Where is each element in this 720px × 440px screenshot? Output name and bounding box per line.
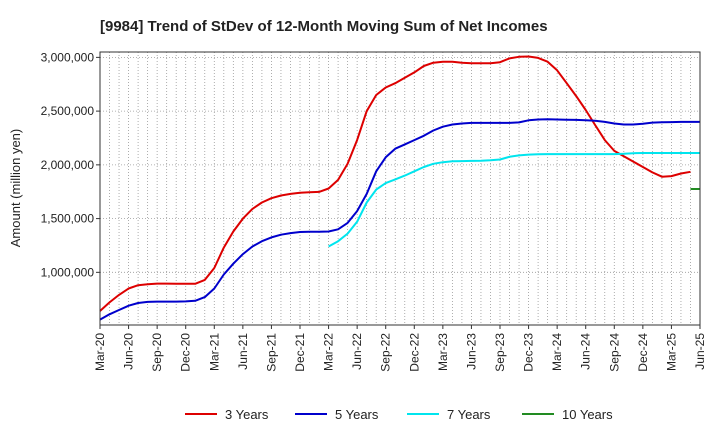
x-tick-label: Mar-20 — [93, 333, 107, 371]
x-tick-label: Mar-22 — [322, 333, 336, 371]
x-tick-label: Sep-24 — [607, 333, 621, 372]
y-tick-label: 2,500,000 — [41, 104, 95, 118]
series-line-7-years — [328, 152, 700, 248]
series-layer — [99, 55, 700, 321]
chart-title: [9984] Trend of StDev of 12-Month Moving… — [100, 18, 548, 35]
x-tick-label: Jun-23 — [464, 333, 478, 370]
y-axis: 1,000,000 1,500,000 2,000,000 2,500,000 3,00… — [41, 50, 100, 279]
x-tick-label: Dec-24 — [636, 333, 650, 372]
x-tick-label: Jun-22 — [350, 333, 364, 370]
x-tick-label: Jun-25 — [693, 333, 707, 370]
grid — [99, 52, 701, 325]
legend-label-3-years: 3 Years — [225, 407, 269, 422]
x-tick-label: Mar-24 — [550, 333, 564, 371]
y-tick-label: 1,000,000 — [41, 265, 95, 279]
x-axis: Mar-20 Jun-20 Sep-20 Dec-20 Mar-21 Jun-21 Sep-… — [93, 325, 707, 372]
x-tick-label: Dec-20 — [179, 333, 193, 372]
plot-frame — [99, 51, 701, 326]
y-axis-label: Amount (million yen) — [8, 129, 23, 248]
x-tick-label: Sep-20 — [150, 333, 164, 372]
x-tick-label: Sep-22 — [379, 333, 393, 372]
x-tick-label: Jun-21 — [236, 333, 250, 370]
y-tick-label: 2,000,000 — [41, 158, 95, 172]
legend: 3 Years 5 Years 7 Years 10 Years — [185, 407, 613, 422]
x-tick-label: Mar-23 — [436, 333, 450, 371]
legend-label-7-years: 7 Years — [447, 407, 491, 422]
legend-label-5-years: 5 Years — [335, 407, 379, 422]
x-tick-label: Dec-21 — [293, 333, 307, 372]
x-tick-label: Mar-25 — [664, 333, 678, 371]
y-tick-label: 1,500,000 — [41, 212, 95, 226]
legend-label-10-years: 10 Years — [562, 407, 613, 422]
x-tick-label: Dec-23 — [522, 333, 536, 372]
x-tick-label: Dec-22 — [407, 333, 421, 372]
x-tick-label: Mar-21 — [207, 333, 221, 371]
x-tick-label: Sep-21 — [264, 333, 278, 372]
y-tick-label: 3,000,000 — [41, 50, 95, 64]
x-tick-label: Jun-20 — [122, 333, 136, 370]
x-tick-label: Sep-23 — [493, 333, 507, 372]
x-tick-label: Jun-24 — [579, 333, 593, 370]
series-line-5-years — [99, 118, 700, 321]
